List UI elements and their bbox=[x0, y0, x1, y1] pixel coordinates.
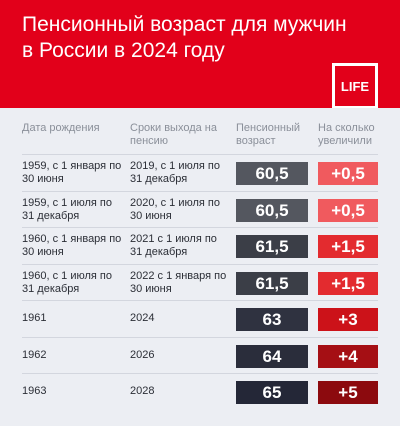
row-separator bbox=[22, 191, 378, 192]
increase-badge: +1,5 bbox=[318, 235, 378, 258]
row-separator bbox=[22, 300, 378, 301]
column-header-age: Пенсионный возраст bbox=[236, 122, 301, 147]
page-title: Пенсионный возраст для мужчин в России в… bbox=[22, 13, 347, 62]
retirement-age-badge: 61,5 bbox=[236, 272, 308, 295]
birth-date-cell: 1959, с 1 июля по 31 декабря bbox=[22, 197, 112, 222]
increase-badge: +0,5 bbox=[318, 162, 378, 185]
column-header-birth: Дата рождения bbox=[22, 122, 100, 134]
table-panel bbox=[0, 108, 400, 426]
row-separator bbox=[22, 154, 378, 155]
retirement-period-cell: 2028 bbox=[130, 385, 155, 397]
header-banner: Пенсионный возраст для мужчин в России в… bbox=[0, 0, 400, 109]
increase-badge: +0,5 bbox=[318, 199, 378, 222]
row-separator bbox=[22, 373, 378, 374]
birth-date-cell: 1962 bbox=[22, 349, 47, 361]
birth-date-cell: 1963 bbox=[22, 385, 47, 397]
retirement-age-badge: 60,5 bbox=[236, 162, 308, 185]
column-header-increase: На сколько увеличили bbox=[318, 122, 375, 147]
retirement-period-cell: 2022 с 1 января по 30 июня bbox=[130, 270, 227, 295]
retirement-age-badge: 63 bbox=[236, 308, 308, 331]
increase-badge: +1,5 bbox=[318, 272, 378, 295]
row-separator bbox=[22, 227, 378, 228]
birth-date-cell: 1960, с 1 января по 30 июня bbox=[22, 233, 122, 258]
row-separator bbox=[22, 264, 378, 265]
increase-badge: +3 bbox=[318, 308, 378, 331]
retirement-age-badge: 64 bbox=[236, 345, 308, 368]
row-separator bbox=[22, 337, 378, 338]
life-logo: LIFE bbox=[332, 63, 378, 109]
retirement-age-badge: 60,5 bbox=[236, 199, 308, 222]
birth-date-cell: 1960, с 1 июля по 31 декабря bbox=[22, 270, 112, 295]
retirement-age-badge: 61,5 bbox=[236, 235, 308, 258]
retirement-period-cell: 2021 с 1 июля по 31 декабря bbox=[130, 233, 217, 258]
retirement-period-cell: 2020, с 1 июля по 30 июня bbox=[130, 197, 220, 222]
column-header-retire: Сроки выхода на пенсию bbox=[130, 122, 217, 147]
retirement-age-badge: 65 bbox=[236, 381, 308, 404]
retirement-period-cell: 2026 bbox=[130, 349, 155, 361]
logo-text: LIFE bbox=[335, 66, 375, 106]
increase-badge: +4 bbox=[318, 345, 378, 368]
increase-badge: +5 bbox=[318, 381, 378, 404]
retirement-period-cell: 2019, с 1 июля по 31 декабря bbox=[130, 160, 220, 185]
birth-date-cell: 1959, с 1 января по 30 июня bbox=[22, 160, 122, 185]
retirement-period-cell: 2024 bbox=[130, 312, 155, 324]
birth-date-cell: 1961 bbox=[22, 312, 47, 324]
